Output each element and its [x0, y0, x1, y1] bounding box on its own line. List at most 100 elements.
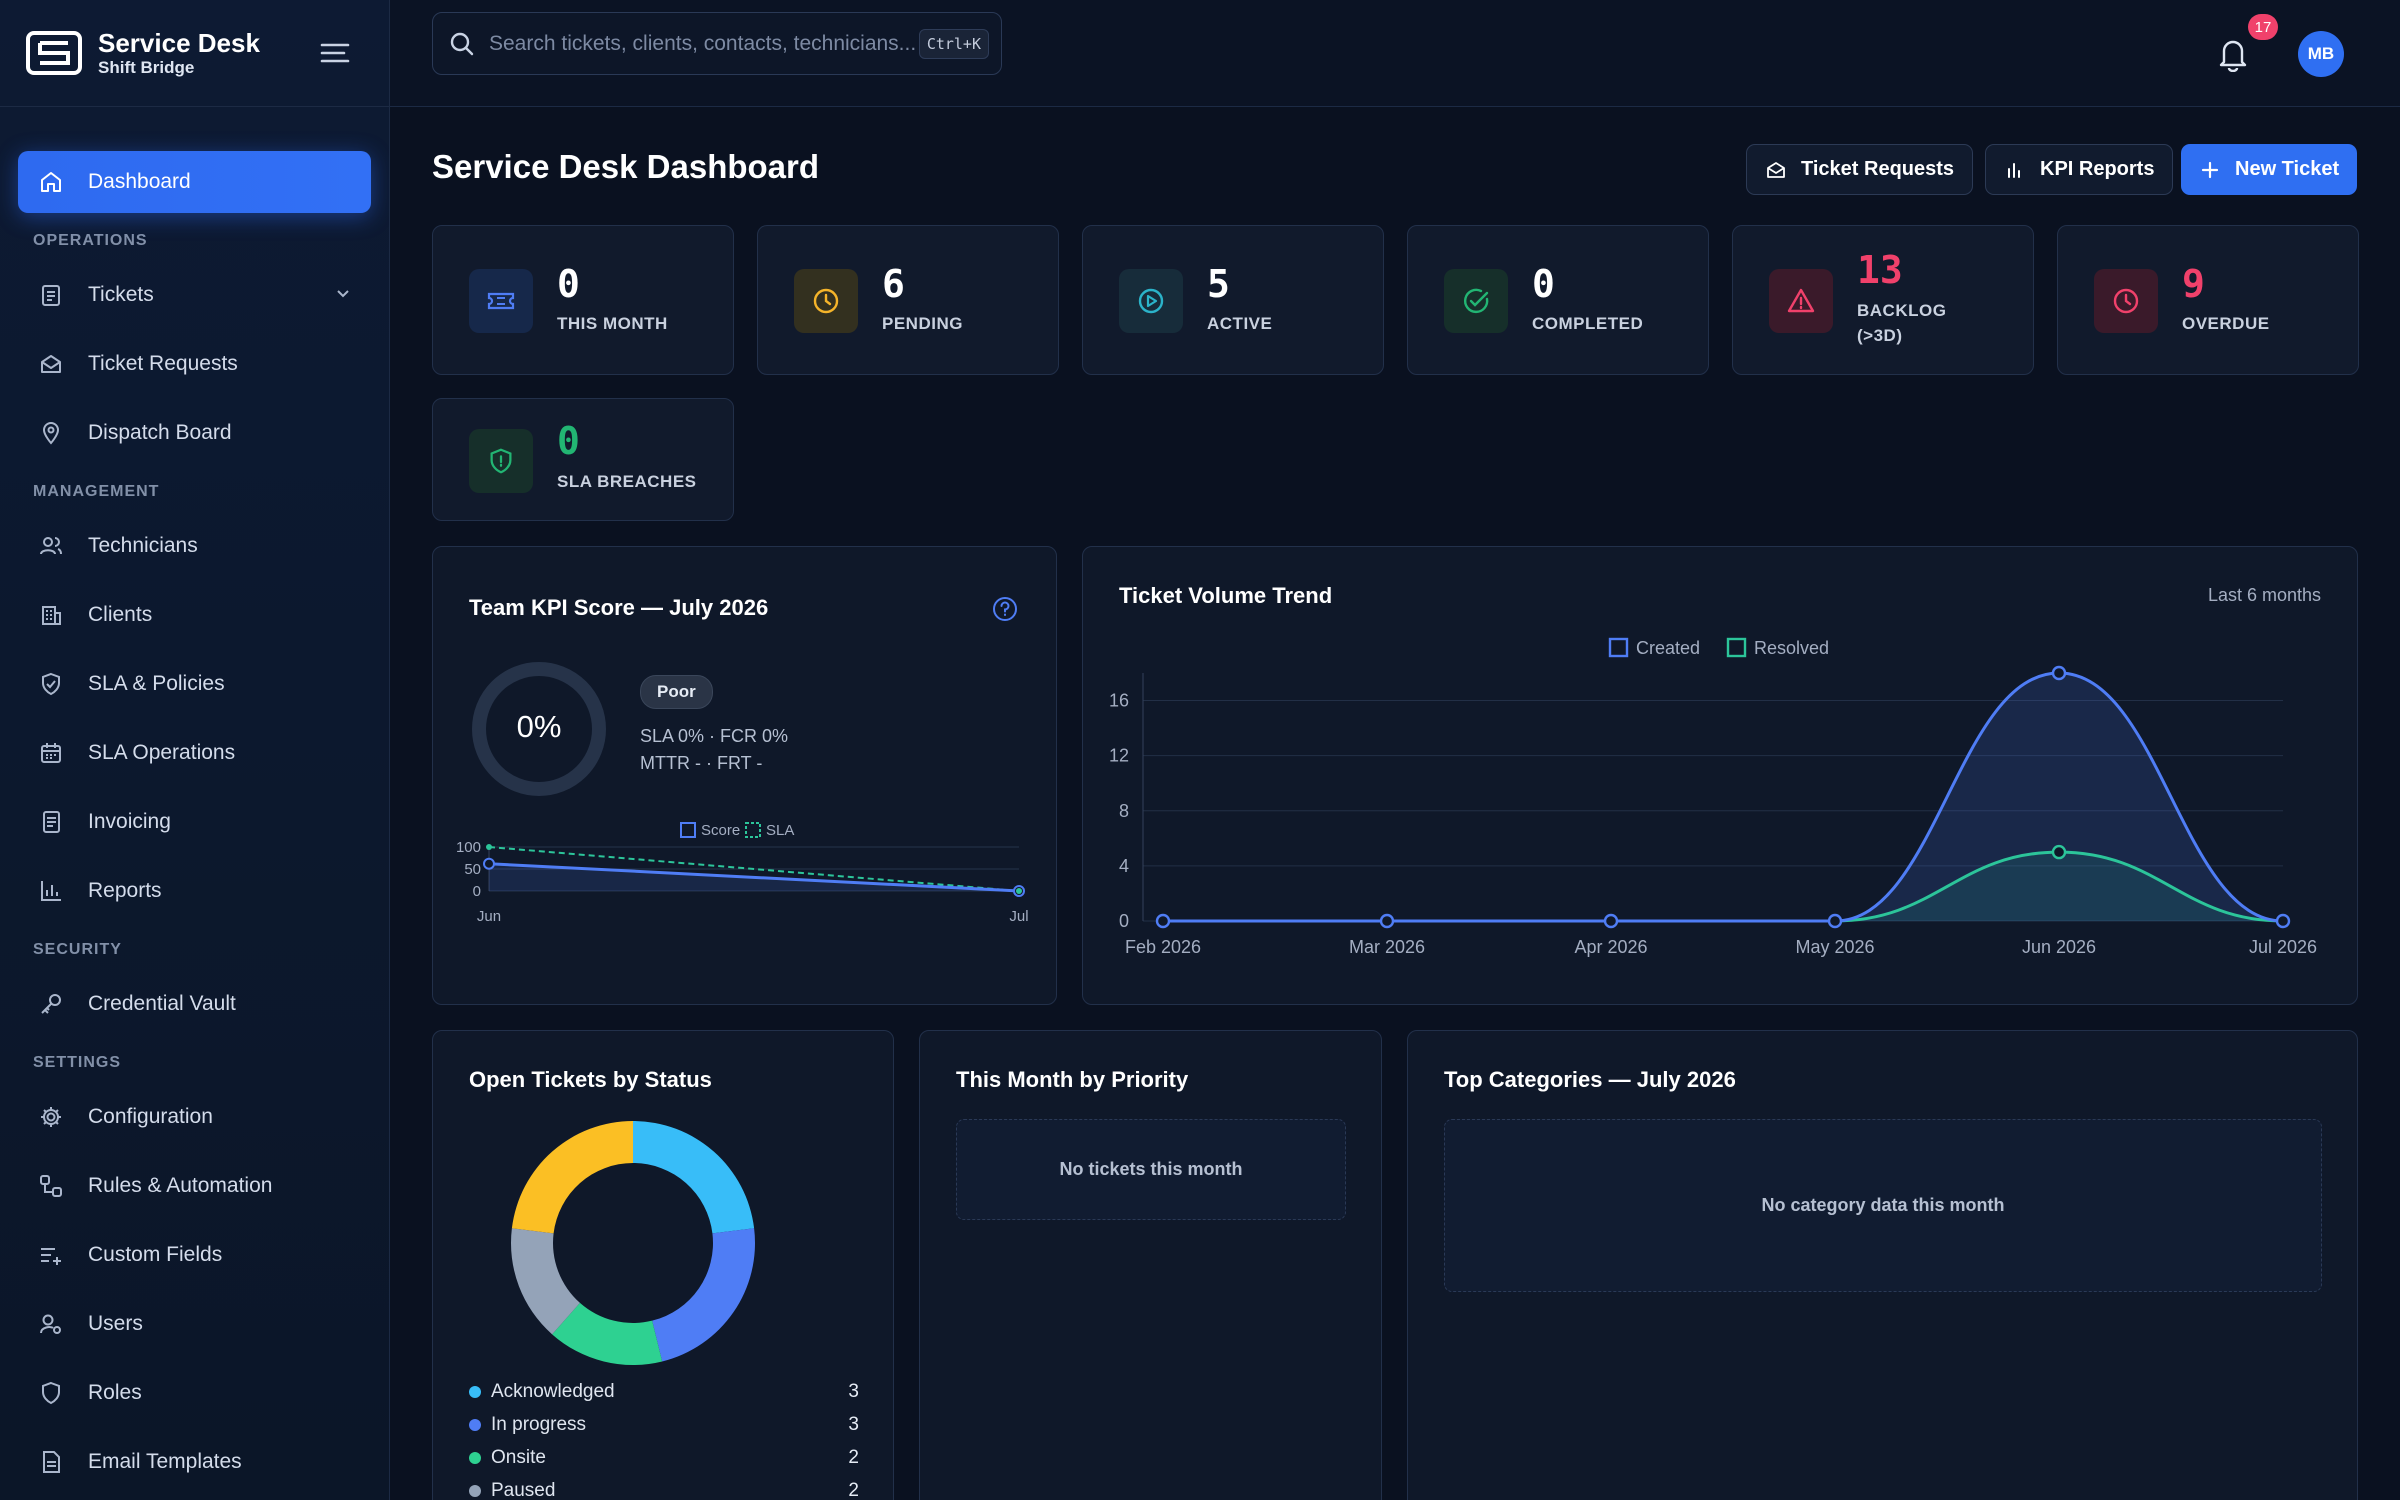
- score-line: [488, 862, 1020, 893]
- user-cog-icon: [40, 1314, 61, 1334]
- home-icon: [41, 172, 61, 192]
- menu-toggle-icon[interactable]: [318, 38, 352, 68]
- notification-bell-icon[interactable]: [2216, 36, 2250, 72]
- sidebar-item-sla-operations[interactable]: SLA Operations: [18, 722, 371, 784]
- sidebar-item-ticket-requests[interactable]: Ticket Requests: [18, 333, 371, 395]
- sidebar-item-reports[interactable]: Reports: [18, 860, 371, 922]
- stat-card-active[interactable]: 5 ACTIVE: [1082, 225, 1384, 375]
- sidebar-item-tickets[interactable]: Tickets: [18, 264, 371, 326]
- search-shortcut-hint: Ctrl+K: [918, 28, 989, 59]
- sidebar-item-label: Dashboard: [88, 170, 191, 193]
- sidebar-item-credential-vault[interactable]: Credential Vault: [18, 973, 371, 1035]
- ticket-requests-button[interactable]: Ticket Requests: [1746, 144, 1974, 195]
- created-point: [1155, 913, 1171, 929]
- shield-alert-icon: [469, 429, 533, 493]
- clock-icon: [794, 269, 858, 333]
- stat-card-overdue[interactable]: 9 OVERDUE: [2057, 225, 2359, 375]
- stat-value: 0: [557, 262, 580, 306]
- kpi-metrics-line1: SLA 0% · FCR 0%: [640, 726, 789, 746]
- y-tick-label: 12: [1109, 746, 1129, 766]
- card-title: Open Tickets by Status: [469, 1067, 712, 1092]
- x-tick-label: Mar 2026: [1349, 937, 1425, 957]
- resolved-area: [1163, 852, 2283, 921]
- check-circle-icon: [1444, 269, 1508, 333]
- stat-label: ACTIVE: [1207, 314, 1273, 333]
- kpi-score-value: 0%: [516, 709, 562, 744]
- status-count: 3: [848, 1414, 859, 1435]
- envelope-open-icon: [1767, 161, 1785, 178]
- sidebar-item-label: Email Templates: [88, 1450, 242, 1473]
- stat-label: SLA BREACHES: [557, 472, 697, 491]
- sidebar-item-invoicing[interactable]: Invoicing: [18, 791, 371, 853]
- card-title: Top Categories — July 2026: [1444, 1067, 1736, 1092]
- notification-count-badge: 17: [2248, 14, 2278, 40]
- stat-card-this-month[interactable]: 0 THIS MONTH: [432, 225, 734, 375]
- sidebar-item-users[interactable]: Users: [18, 1293, 371, 1355]
- donut-slice-in-progress: [652, 1228, 755, 1362]
- sidebar-item-clients[interactable]: Clients: [18, 584, 371, 646]
- stat-value: 9: [2182, 262, 2205, 306]
- brand[interactable]: Service Desk Shift Bridge: [0, 0, 389, 107]
- stat-label: COMPLETED: [1532, 314, 1644, 333]
- x-tick-label: Feb 2026: [1125, 937, 1201, 957]
- sidebar-section-management: MANAGEMENT: [33, 483, 160, 500]
- card-title: Ticket Volume Trend: [1119, 583, 1333, 608]
- envelope-open-icon: [41, 355, 61, 373]
- sidebar-section-operations: OPERATIONS: [33, 232, 148, 249]
- stat-label: PENDING: [882, 314, 963, 333]
- legend-label-created: Created: [1636, 638, 1700, 658]
- sidebar-item-label: Roles: [88, 1381, 142, 1404]
- donut-slice-acknowledged: [633, 1121, 755, 1234]
- y-tick-label: 0: [1119, 911, 1129, 931]
- sidebar-item-email-templates[interactable]: Email Templates: [18, 1431, 371, 1493]
- status-label: Onsite: [491, 1447, 546, 1468]
- y-tick-label: 100: [456, 839, 481, 856]
- status-count: 2: [848, 1480, 859, 1500]
- page-title: Service Desk Dashboard: [432, 148, 820, 185]
- sidebar-item-configuration[interactable]: Configuration: [18, 1086, 371, 1148]
- stat-card-sla-breaches[interactable]: 0 SLA BREACHES: [432, 398, 734, 521]
- search-input[interactable]: [489, 31, 919, 56]
- y-tick-label: 4: [1119, 856, 1129, 876]
- users-icon: [40, 537, 62, 555]
- ticket-volume-card: Ticket Volume Trend Last 6 months Create…: [1082, 546, 2358, 1005]
- workflow-icon: [40, 1175, 62, 1197]
- team-kpi-card: Team KPI Score — July 2026 0% Poor SLA 0…: [432, 546, 1057, 1005]
- status-dot: [469, 1452, 481, 1464]
- sidebar-item-dashboard[interactable]: Dashboard: [18, 151, 371, 213]
- sidebar-item-custom-fields[interactable]: Custom Fields: [18, 1224, 371, 1286]
- plus-icon: [2201, 161, 2219, 178]
- sla-point: [486, 844, 492, 850]
- stat-card-backlog[interactable]: 13 BACKLOG (>3D): [1732, 225, 2034, 375]
- new-ticket-button[interactable]: New Ticket: [2181, 144, 2358, 195]
- brand-title: Service Desk: [98, 28, 260, 58]
- bar-chart-icon: [41, 881, 61, 901]
- status-legend-row: Acknowledged 3: [469, 1376, 859, 1408]
- search-icon: [450, 32, 474, 55]
- shield-check-icon: [42, 672, 60, 696]
- sidebar-item-technicians[interactable]: Technicians: [18, 515, 371, 577]
- kpi-reports-button[interactable]: KPI Reports: [1985, 144, 2174, 195]
- y-tick-label: 50: [464, 861, 481, 878]
- status-dot: [469, 1485, 481, 1497]
- sidebar-item-rules-automation[interactable]: Rules & Automation: [18, 1155, 371, 1217]
- stat-card-completed[interactable]: 0 COMPLETED: [1407, 225, 1709, 375]
- user-avatar[interactable]: MB: [2298, 31, 2344, 77]
- search-bar[interactable]: Ctrl+K: [432, 12, 1002, 75]
- sidebar-item-roles[interactable]: Roles: [18, 1362, 371, 1424]
- stat-card-pending[interactable]: 6 PENDING: [757, 225, 1059, 375]
- bar-chart-icon: [2008, 162, 2020, 178]
- sidebar-item-sla-policies[interactable]: SLA & Policies: [18, 653, 371, 715]
- status-label: In progress: [491, 1414, 587, 1435]
- sidebar-item-dispatch-board[interactable]: Dispatch Board: [18, 402, 371, 464]
- stat-label: BACKLOG: [1857, 301, 1947, 320]
- calendar-icon: [41, 743, 61, 763]
- ticket-icon: [469, 269, 533, 333]
- card-title: This Month by Priority: [956, 1067, 1189, 1092]
- help-icon[interactable]: [991, 595, 1019, 623]
- sla-point: [1016, 888, 1022, 894]
- sidebar: Service Desk Shift Bridge Dashboard OPER…: [0, 0, 390, 1500]
- sidebar-item-label: Reports: [88, 879, 162, 902]
- legend-label-resolved: Resolved: [1754, 638, 1829, 658]
